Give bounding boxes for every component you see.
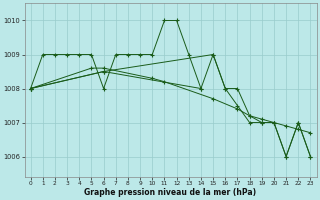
X-axis label: Graphe pression niveau de la mer (hPa): Graphe pression niveau de la mer (hPa) bbox=[84, 188, 257, 197]
